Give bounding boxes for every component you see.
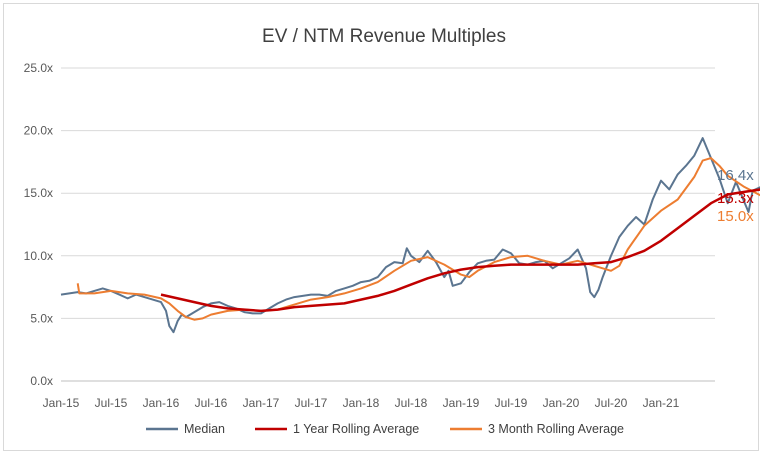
chart-frame: EV / NTM Revenue Multiples 0.0x 5.0x 10.0x…: [3, 3, 764, 451]
x-tick-label: Jan-17: [243, 396, 280, 410]
series-line-median: [60, 137, 764, 334]
end-value-label: 15.0x: [717, 208, 754, 225]
y-tick-label: 5.0x: [30, 311, 53, 325]
chart-title: EV / NTM Revenue Multiples: [262, 26, 506, 47]
legend-label: Median: [184, 422, 225, 436]
x-axis-ticks: Jan-15 Jul-15 Jan-16 Jul-16 Jan-17 Jul-17 Jan-…: [43, 396, 680, 410]
y-axis-ticks: 0.0x 5.0x 10.0x 15.0x 20.0x 25.0x: [24, 61, 53, 388]
x-tick-label: Jul-18: [395, 396, 428, 410]
x-tick-label: Jan-16: [143, 396, 180, 410]
y-tick-label: 15.0x: [24, 186, 53, 200]
x-tick-label: Jan-19: [443, 396, 480, 410]
x-tick-label: Jan-21: [643, 396, 680, 410]
legend-label: 1 Year Rolling Average: [293, 422, 419, 436]
y-tick-label: 25.0x: [24, 61, 53, 75]
end-value-label: 16.4x: [717, 167, 754, 184]
legend: Median 1 Year Rolling Average 3 Month Roll…: [146, 422, 624, 436]
x-tick-label: Jul-15: [95, 396, 128, 410]
x-tick-label: Jul-19: [495, 396, 528, 410]
x-tick-label: Jan-15: [43, 396, 80, 410]
x-tick-label: Jan-20: [543, 396, 580, 410]
series-lines: [60, 137, 764, 334]
y-tick-label: 0.0x: [30, 374, 53, 388]
legend-label: 3 Month Rolling Average: [488, 422, 624, 436]
chart-svg: EV / NTM Revenue Multiples 0.0x 5.0x 10.0x…: [24, 26, 764, 436]
x-tick-label: Jan-18: [343, 396, 380, 410]
x-tick-label: Jul-16: [195, 396, 228, 410]
series-line-1-year-rolling-average: [160, 188, 764, 313]
gridlines: [61, 67, 715, 382]
x-tick-label: Jul-17: [295, 396, 328, 410]
x-tick-label: Jul-20: [595, 396, 628, 410]
series-line-3-month-rolling-average: [76, 157, 764, 321]
y-tick-label: 20.0x: [24, 124, 53, 138]
y-tick-label: 10.0x: [24, 249, 53, 263]
end-value-label: 15.3x: [717, 190, 754, 207]
